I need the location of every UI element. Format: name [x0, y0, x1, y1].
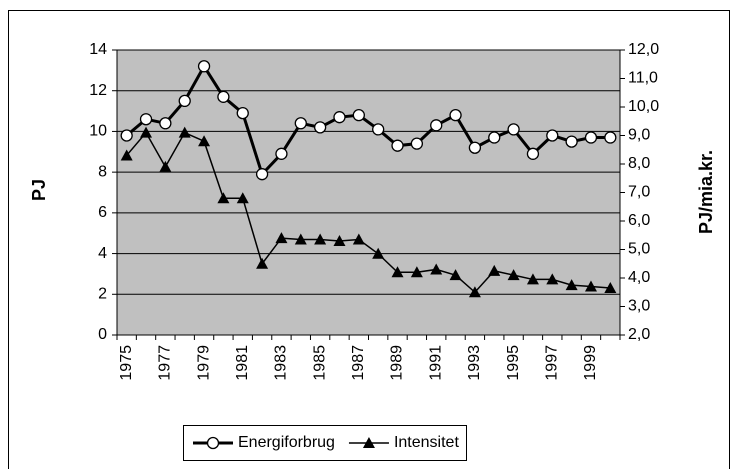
x-tick-label: 1981: [234, 345, 251, 381]
point: [546, 129, 559, 142]
point: [430, 263, 443, 275]
x-tick-label: 1991: [427, 345, 444, 381]
point: [488, 264, 501, 276]
x-tick-label: 1985: [311, 345, 328, 381]
point: [236, 106, 249, 120]
point: [449, 269, 462, 281]
x-tick-label: 1983: [273, 345, 290, 381]
point: [120, 149, 133, 161]
point: [468, 286, 481, 298]
point: [314, 233, 327, 245]
point: [526, 273, 539, 285]
y-tick-label: 8: [98, 163, 107, 180]
point: [604, 281, 617, 293]
y2-tick-label: 4,0: [628, 269, 650, 286]
x-tick-label: 1975: [118, 345, 135, 381]
point: [256, 257, 269, 269]
x-tick-label: 1995: [505, 345, 522, 381]
y-tick-label: 10: [89, 123, 107, 140]
point: [526, 147, 540, 160]
point: [362, 437, 375, 448]
point: [275, 232, 288, 244]
x-tick-label: 1993: [466, 345, 483, 381]
point: [410, 266, 423, 278]
point: [410, 137, 424, 150]
point: [507, 269, 520, 281]
x-tick-label: 1989: [389, 345, 406, 381]
y-tick-label: 2: [98, 286, 107, 303]
series-line: [126, 131, 611, 294]
y-tick-label: 12: [89, 82, 107, 99]
point: [430, 119, 443, 132]
point: [140, 126, 153, 138]
point: [217, 90, 230, 103]
point: [352, 233, 365, 245]
point: [468, 141, 482, 154]
x-tick-label: 1999: [582, 345, 599, 381]
point: [488, 131, 501, 144]
y2-tick-label: 5,0: [628, 241, 650, 258]
point: [449, 108, 462, 122]
point: [217, 192, 230, 204]
point: [294, 117, 307, 130]
y-tick-label: 0: [98, 326, 107, 343]
x-tick-label: 1987: [350, 345, 367, 381]
y2-tick-label: 3,0: [628, 298, 650, 315]
y2-tick-label: 11,0: [628, 70, 658, 87]
y2-tick-label: 2,0: [628, 326, 650, 343]
legend-label: Energiforbrug: [238, 434, 335, 451]
y2-tick-label: 7,0: [628, 184, 650, 201]
y2-tick-label: 12,0: [628, 41, 659, 58]
point: [206, 436, 220, 450]
point: [391, 266, 404, 278]
y-tick-label: 14: [89, 41, 107, 58]
point: [255, 168, 269, 181]
point: [333, 111, 346, 124]
point: [159, 160, 172, 172]
y2-tick-label: 9,0: [628, 127, 650, 144]
point: [159, 117, 172, 130]
point: [139, 113, 153, 126]
point: [275, 147, 288, 160]
point: [565, 135, 578, 148]
point: [313, 121, 327, 134]
x-tick-label: 1997: [544, 345, 561, 381]
y-axis-label: PJ: [29, 179, 49, 201]
point: [236, 192, 249, 204]
point: [198, 135, 211, 147]
point: [197, 60, 211, 73]
y2-tick-label: 6,0: [628, 212, 650, 229]
point: [391, 139, 404, 152]
point: [294, 233, 307, 245]
point: [352, 108, 365, 122]
y-tick-label: 6: [98, 204, 107, 221]
point: [178, 94, 191, 108]
point: [565, 279, 578, 291]
point: [584, 280, 597, 292]
x-tick-label: 1977: [157, 345, 174, 381]
point: [604, 131, 617, 144]
y2-tick-label: 8,0: [628, 155, 650, 172]
point: [372, 123, 385, 136]
y-tick-label: 4: [98, 245, 107, 262]
point: [584, 131, 598, 144]
plot-area: [117, 50, 620, 335]
point: [333, 234, 346, 246]
point: [507, 123, 520, 136]
y2-axis-label: PJ/mia.kr.: [696, 150, 716, 234]
y2-tick-label: 10,0: [628, 98, 659, 115]
legend-label: Intensitet: [394, 434, 459, 451]
point: [372, 247, 385, 259]
point: [120, 129, 133, 142]
point: [546, 273, 559, 285]
point: [178, 126, 191, 138]
x-tick-label: 1979: [195, 345, 212, 381]
